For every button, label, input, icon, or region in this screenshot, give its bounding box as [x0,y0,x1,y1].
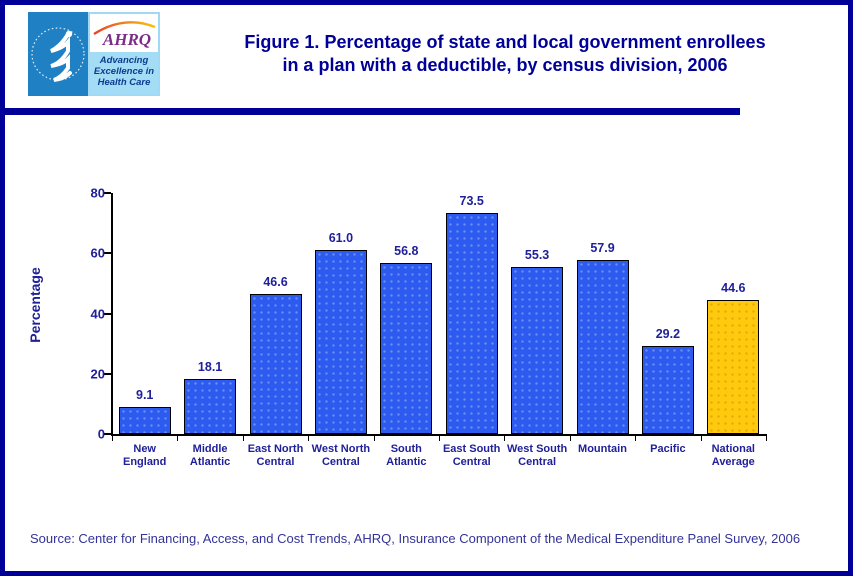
bar-south-atlantic [380,262,433,434]
bar-value-label: 61.0 [328,231,354,246]
x-axis-tick [569,436,571,441]
ahrq-wordmark: AHRQ [90,14,158,52]
y-axis-tick-label: 60 [90,245,105,261]
tagline-line: Excellence in [93,66,155,77]
figure-title-line2: in a plan with a deductible, by census d… [282,55,728,75]
y-axis-title: Percentage [27,267,43,343]
x-axis-tick [112,436,113,441]
source-note: Source: Center for Financing, Access, an… [30,531,801,546]
bar-new-england [118,406,171,434]
bar-east-north-central [249,293,302,434]
y-axis-tick [104,192,111,194]
bar-value-label: 44.6 [721,280,746,295]
y-axis-tick-label: 80 [90,185,105,201]
ahrq-logo: AHRQ Advancing Excellence in Health Care [88,12,160,96]
x-axis-tick [504,436,506,441]
ahrq-arc-icon [93,21,156,36]
x-axis-label: Middle Atlantic [189,443,231,468]
x-axis-label: East South Central [442,443,501,468]
bar-value-label: 18.1 [197,360,223,375]
y-axis-line [111,193,113,436]
bar-value-label: 46.6 [263,274,288,289]
bar-west-north-central [314,250,367,434]
x-axis-tick [439,436,440,441]
ahrq-tagline: Advancing Excellence in Health Care [90,52,158,94]
bar-chart-plot-area: 0 20 40 60 80 9.1 New England 18.1 Middle Atlantic… [91,186,767,468]
y-axis-tick-label: 0 [97,426,105,442]
bar-middle-atlantic [184,379,237,434]
y-axis-tick-label: 40 [90,306,105,321]
x-axis-tick [700,436,702,441]
hhs-seal [28,12,88,96]
x-axis-label: New England [122,443,167,468]
x-axis-label: West South Central [506,443,568,468]
figure-title: Figure 1. Percentage of state and local … [170,31,840,77]
x-axis-label: West North Central [311,443,371,468]
hhs-eagle-icon [31,27,85,82]
bar-west-south-central [511,267,564,434]
bar-national-average [707,299,760,434]
x-axis-label: National Average [711,443,755,468]
y-axis-tick-label: 20 [90,366,105,382]
ahrq-acronym: AHRQ [102,30,152,49]
x-axis-label: Pacific [650,443,686,455]
bar-value-label: 57.9 [590,240,615,255]
x-axis-tick [635,436,637,441]
header-divider-bar [5,108,740,115]
bar-mountain [576,259,629,434]
tagline-line: Health Care [97,77,151,88]
y-axis-tick [104,252,111,255]
x-axis-tick [308,436,310,441]
bar-east-south-central [445,212,498,434]
x-axis-label: Mountain [578,443,627,455]
y-axis-tick [104,372,111,375]
figure-title-line1: Figure 1. Percentage of state and local … [244,32,766,52]
x-axis-tick [766,436,767,441]
y-axis-tick [104,312,111,315]
x-axis-line [111,434,767,436]
bar-value-label: 73.5 [459,193,484,208]
x-axis-tick [177,436,179,441]
y-axis-tick [104,433,111,435]
bar-value-label: 9.1 [135,387,154,402]
bar-value-label: 29.2 [655,327,681,342]
bar-pacific [641,346,694,434]
bar-value-label: 56.8 [394,243,419,258]
x-axis-tick [242,436,244,441]
bar-value-label: 55.3 [524,248,550,263]
ahrq-hhs-logo: AHRQ Advancing Excellence in Health Care [28,12,162,96]
x-axis-label: South Atlantic [386,443,427,468]
x-axis-tick [373,436,375,441]
tagline-line: Advancing [99,55,149,66]
x-axis-label: East North Central [247,443,304,468]
